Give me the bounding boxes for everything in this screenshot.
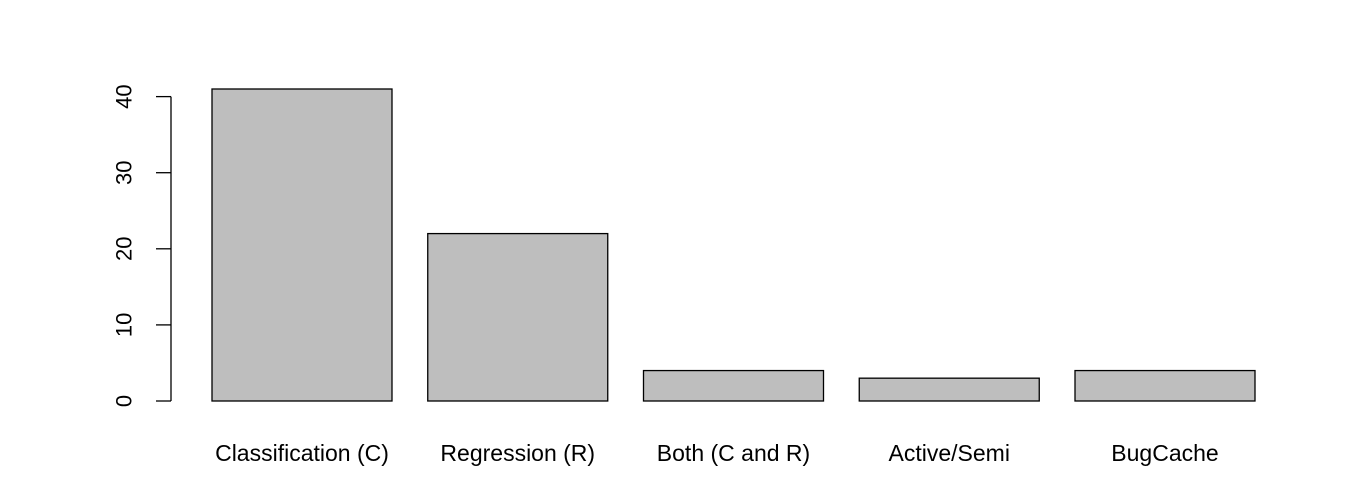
y-tick-label: 10	[112, 313, 137, 337]
y-tick-label: 30	[112, 160, 137, 184]
x-tick-labels: Classification (C) Regression (R) Both (C …	[215, 440, 1219, 466]
bar	[1074, 369, 1256, 402]
y-axis: 0 10 20 30 40	[112, 84, 172, 407]
bar	[211, 88, 393, 402]
x-tick-label: BugCache	[1111, 440, 1218, 466]
x-tick-label: Both (C and R)	[657, 440, 810, 466]
bar	[427, 232, 609, 402]
y-ticks: 0 10 20 30 40	[112, 84, 171, 407]
y-tick-label: 20	[112, 237, 137, 261]
x-tick-label: Classification (C)	[215, 440, 389, 466]
bar	[642, 369, 825, 402]
bars	[211, 88, 1256, 402]
bar	[858, 377, 1040, 402]
y-tick-label: 40	[112, 84, 137, 108]
y-tick-label: 0	[112, 395, 137, 407]
x-tick-label: Regression (R)	[440, 440, 595, 466]
x-tick-label: Active/Semi	[889, 440, 1010, 466]
